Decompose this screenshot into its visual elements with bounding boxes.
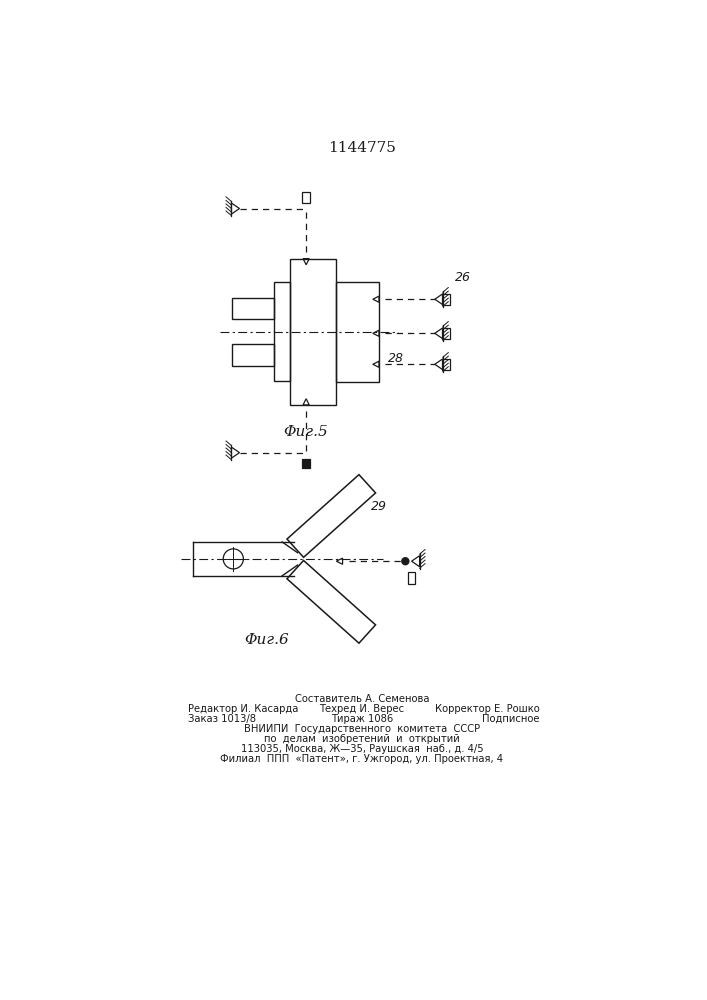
Text: Заказ 1013/8: Заказ 1013/8 — [187, 714, 255, 724]
Text: 113035, Москва, Ж—35, Раушская  наб., д. 4/5: 113035, Москва, Ж—35, Раушская наб., д. … — [240, 744, 484, 754]
Bar — [442, 294, 450, 305]
Text: 26: 26 — [455, 271, 471, 284]
Text: ВНИИПИ  Государственного  комитета  СССР: ВНИИПИ Государственного комитета СССР — [244, 724, 480, 734]
Circle shape — [402, 558, 409, 565]
Text: Техред И. Верес: Техред И. Верес — [320, 704, 404, 714]
Text: Составитель А. Семенова: Составитель А. Семенова — [295, 694, 429, 704]
Text: Тираж 1086: Тираж 1086 — [331, 714, 393, 724]
Bar — [232, 298, 274, 319]
Text: 29: 29 — [371, 500, 387, 513]
Text: Φиг.6: Φиг.6 — [244, 633, 289, 647]
Bar — [232, 344, 274, 366]
Text: 1144775: 1144775 — [328, 141, 396, 155]
Bar — [302, 459, 310, 468]
Bar — [408, 572, 416, 584]
Text: Редактор И. Касарда: Редактор И. Касарда — [187, 704, 298, 714]
Text: Подписное: Подписное — [482, 714, 539, 724]
Bar — [442, 359, 450, 370]
Bar — [302, 192, 310, 203]
Text: Φиг.5: Φиг.5 — [283, 425, 328, 439]
Bar — [290, 259, 337, 405]
Text: Филиал  ППП  «Патент», г. Ужгород, ул. Проектная, 4: Филиал ППП «Патент», г. Ужгород, ул. Про… — [221, 754, 503, 764]
Bar — [442, 328, 450, 339]
Text: по  делам  изобретений  и  открытий: по делам изобретений и открытий — [264, 734, 460, 744]
Bar — [274, 282, 290, 381]
Bar — [337, 282, 379, 382]
Text: Корректор Е. Рошко: Корректор Е. Рошко — [435, 704, 539, 714]
Text: 28: 28 — [388, 352, 404, 365]
